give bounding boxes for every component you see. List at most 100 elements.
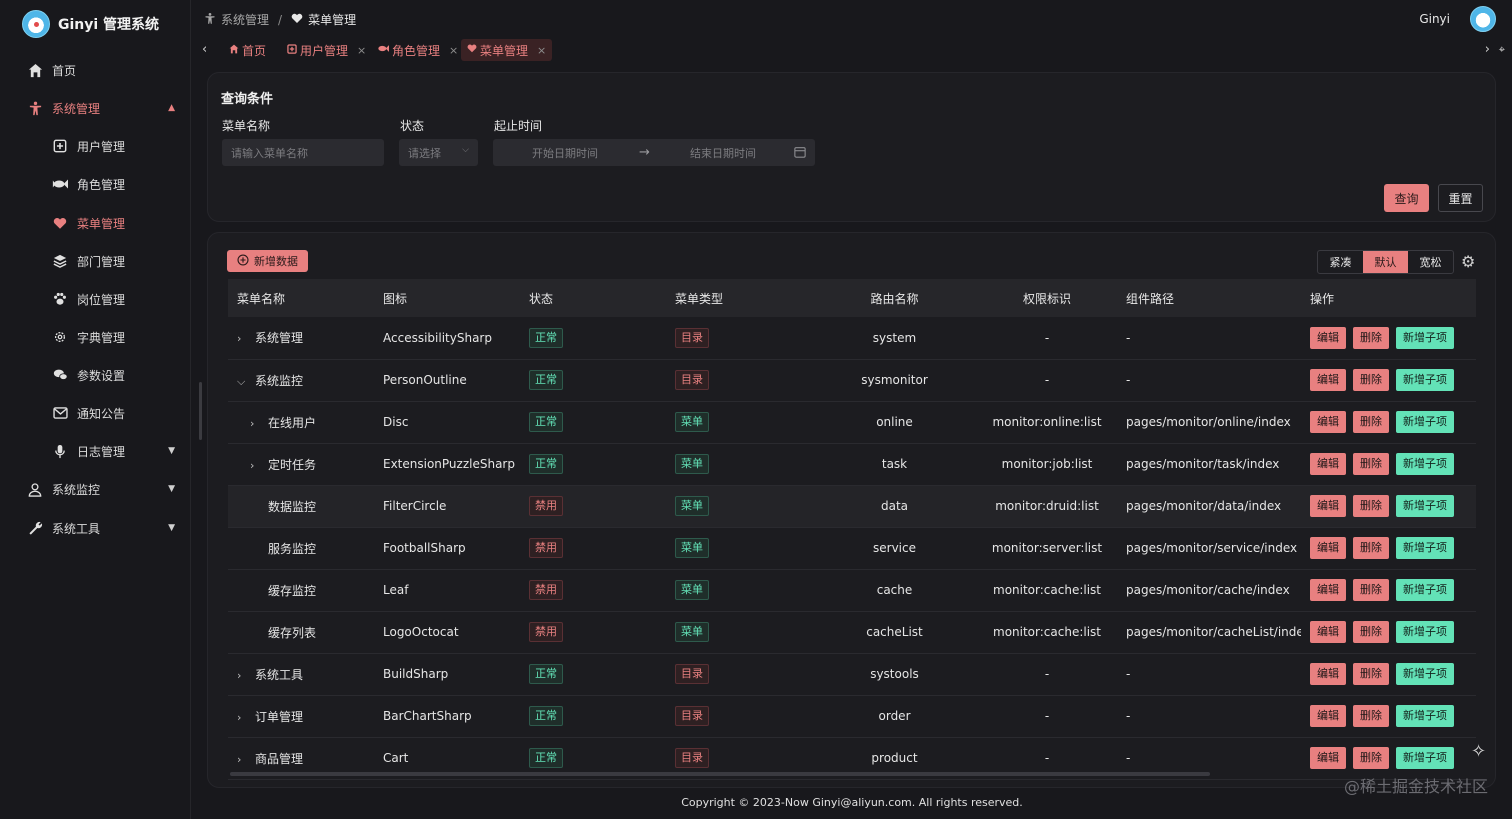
cell-route: cacheList bbox=[812, 611, 977, 654]
density-loose[interactable]: 宽松 bbox=[1419, 256, 1442, 269]
delete-button[interactable]: 删除 bbox=[1353, 663, 1389, 685]
table-row[interactable]: ⌵ 系统监控 PersonOutline 正常 目录 sysmonitor - - 编辑 删除 新增… bbox=[228, 359, 1476, 402]
add-child-button[interactable]: 新增子项 bbox=[1396, 411, 1454, 433]
edit-button[interactable]: 编辑 bbox=[1310, 369, 1346, 391]
edit-button[interactable]: 编辑 bbox=[1310, 537, 1346, 559]
table-row[interactable]: 缓存列表 LogoOctocat 禁用 菜单 cacheList monitor:cach… bbox=[228, 611, 1476, 654]
pin-icon[interactable]: ⌖ bbox=[1498, 43, 1505, 56]
sidebar-item-parameters[interactable]: 参数设置 bbox=[0, 356, 191, 394]
chevron-right-icon[interactable]: › bbox=[250, 416, 255, 430]
delete-button[interactable]: 删除 bbox=[1353, 579, 1389, 601]
table-row[interactable]: › 系统管理 AccessibilitySharp 正常 目录 system - - 编辑 删除新… bbox=[228, 317, 1476, 360]
add-child-button[interactable]: 新增子项 bbox=[1396, 663, 1454, 685]
paw-icon bbox=[51, 292, 69, 306]
sidebar-item-posts[interactable]: 岗位管理 bbox=[0, 280, 191, 318]
table-row[interactable]: › 定时任务 ExtensionPuzzleSharp 正常 菜单 task monitor… bbox=[228, 443, 1476, 486]
sidebar-item-logs[interactable]: 日志管理 ▼ bbox=[0, 432, 191, 470]
table-row[interactable]: 数据监控 FilterCircle 禁用 菜单 data monitor:druid:li… bbox=[228, 485, 1476, 528]
cell-icon: PersonOutline bbox=[374, 359, 520, 402]
edit-button[interactable]: 编辑 bbox=[1310, 579, 1346, 601]
gear-icon[interactable]: ⚙ bbox=[1461, 252, 1476, 271]
cell-status: 正常 bbox=[520, 653, 666, 696]
tab-home[interactable]: 首页 bbox=[223, 39, 272, 61]
edit-button[interactable]: 编辑 bbox=[1310, 411, 1346, 433]
close-icon[interactable]: × bbox=[537, 43, 547, 57]
sidebar-item-departments[interactable]: 部门管理 bbox=[0, 242, 191, 280]
user-avatar[interactable] bbox=[1470, 6, 1496, 32]
sidebar-item-roles[interactable]: 角色管理 bbox=[0, 165, 191, 203]
delete-button[interactable]: 删除 bbox=[1353, 453, 1389, 475]
add-child-button[interactable]: 新增子项 bbox=[1396, 537, 1454, 559]
menu-name-input[interactable]: 请输入菜单名称 bbox=[222, 139, 384, 166]
status-select[interactable]: 请选择 ⌵ bbox=[399, 139, 478, 166]
edit-button[interactable]: 编辑 bbox=[1310, 495, 1346, 517]
add-child-button[interactable]: 新增子项 bbox=[1396, 621, 1454, 643]
close-icon[interactable]: × bbox=[449, 43, 459, 57]
delete-button[interactable]: 删除 bbox=[1353, 369, 1389, 391]
delete-button[interactable]: 删除 bbox=[1353, 411, 1389, 433]
watermark: @稀土掘金技术社区 bbox=[1343, 777, 1488, 796]
sidebar-item-users[interactable]: 用户管理 bbox=[0, 127, 191, 165]
add-child-button[interactable]: 新增子项 bbox=[1396, 705, 1454, 727]
chevron-right-icon[interactable]: › bbox=[237, 332, 242, 346]
sidebar-item-notices[interactable]: 通知公告 bbox=[0, 394, 191, 432]
sidebar-item-home[interactable]: 首页 bbox=[0, 51, 191, 89]
chevron-left-icon[interactable]: ‹ bbox=[202, 42, 208, 57]
horizontal-scrollbar[interactable] bbox=[230, 772, 1210, 776]
edit-button[interactable]: 编辑 bbox=[1310, 621, 1346, 643]
tab-roles[interactable]: 角色管理 × bbox=[371, 39, 464, 61]
reset-button[interactable]: 重置 bbox=[1438, 184, 1483, 212]
sidebar-scrollbar[interactable] bbox=[199, 382, 202, 440]
add-child-button[interactable]: 新增子项 bbox=[1396, 747, 1454, 769]
add-child-button[interactable]: 新增子项 bbox=[1396, 579, 1454, 601]
chevron-down-icon[interactable]: ⌵ bbox=[237, 374, 246, 388]
close-icon[interactable]: × bbox=[357, 43, 367, 57]
edit-button[interactable]: 编辑 bbox=[1310, 747, 1346, 769]
breadcrumb-item[interactable]: 系统管理 bbox=[221, 13, 270, 27]
table-row[interactable]: › 在线用户 Disc 正常 菜单 online monitor:online:list pa… bbox=[228, 401, 1476, 444]
delete-button[interactable]: 删除 bbox=[1353, 621, 1389, 643]
delete-button[interactable]: 删除 bbox=[1353, 747, 1389, 769]
table-row[interactable]: 服务监控 FootballSharp 禁用 菜单 service monitor:serv… bbox=[228, 527, 1476, 570]
cell-icon: ExtensionPuzzleSharp bbox=[374, 443, 520, 486]
chevron-right-icon[interactable]: › bbox=[237, 710, 242, 724]
chevron-right-icon[interactable]: › bbox=[250, 458, 255, 472]
add-child-button[interactable]: 新增子项 bbox=[1396, 369, 1454, 391]
add-child-button[interactable]: 新增子项 bbox=[1396, 326, 1454, 349]
edit-button[interactable]: 编辑 bbox=[1310, 453, 1346, 475]
sidebar-item-system-management[interactable]: 系统管理 ▲ bbox=[0, 89, 191, 127]
menu-name: 服务监控 bbox=[268, 541, 317, 556]
edit-button[interactable]: 编辑 bbox=[1310, 705, 1346, 727]
table-row[interactable]: 缓存监控 Leaf 禁用 菜单 cache monitor:cache:list pages… bbox=[228, 569, 1476, 612]
delete-button[interactable]: 删除 bbox=[1353, 495, 1389, 517]
delete-button[interactable]: 删除 bbox=[1353, 705, 1389, 727]
density-default[interactable]: 默认 bbox=[1363, 251, 1408, 273]
sidebar-item-system-tools[interactable]: 系统工具 ▼ bbox=[0, 509, 191, 547]
date-range-picker[interactable]: 开始日期时间 → 结束日期时间 bbox=[493, 139, 815, 166]
sidebar-item-dictionary[interactable]: 字典管理 bbox=[0, 318, 191, 356]
app-logo[interactable]: Ginyi 管理系统 bbox=[22, 9, 159, 39]
chevron-right-icon[interactable]: › bbox=[237, 668, 242, 682]
user-name[interactable]: Ginyi bbox=[1419, 12, 1450, 26]
chevron-right-icon[interactable]: › bbox=[1484, 42, 1490, 57]
tab-menus[interactable]: 菜单管理 × bbox=[461, 39, 553, 61]
table-row[interactable]: › 订单管理 BarChartSharp 正常 目录 order - - 编辑 删除 新增子项 bbox=[228, 695, 1476, 738]
sparkle-icon[interactable]: ✧ bbox=[1471, 741, 1487, 762]
cell-permission: - bbox=[977, 317, 1117, 360]
edit-button[interactable]: 编辑 bbox=[1310, 663, 1346, 685]
density-compact[interactable]: 紧凑 bbox=[1329, 256, 1352, 269]
add-child-button[interactable]: 新增子项 bbox=[1396, 495, 1454, 517]
chevron-right-icon[interactable]: › bbox=[237, 752, 242, 766]
caret-down-icon: ▼ bbox=[168, 523, 175, 533]
tab-users[interactable]: 用户管理 × bbox=[281, 39, 372, 61]
delete-button[interactable]: 删除 bbox=[1353, 537, 1389, 559]
search-button[interactable]: 查询 bbox=[1384, 184, 1429, 212]
delete-button[interactable]: 删除 bbox=[1353, 326, 1389, 349]
edit-button[interactable]: 编辑 bbox=[1310, 326, 1346, 349]
add-child-button[interactable]: 新增子项 bbox=[1396, 453, 1454, 475]
cell-component: pages/monitor/cache/index bbox=[1117, 569, 1301, 612]
sidebar-item-system-monitor[interactable]: 系统监控 ▼ bbox=[0, 470, 191, 508]
add-data-button[interactable]: 新增数据 bbox=[227, 250, 308, 272]
table-row[interactable]: › 系统工具 BuildSharp 正常 目录 systools - - 编辑 删除 新增子项 bbox=[228, 653, 1476, 696]
sidebar-item-menus[interactable]: 菜单管理 bbox=[0, 204, 191, 242]
